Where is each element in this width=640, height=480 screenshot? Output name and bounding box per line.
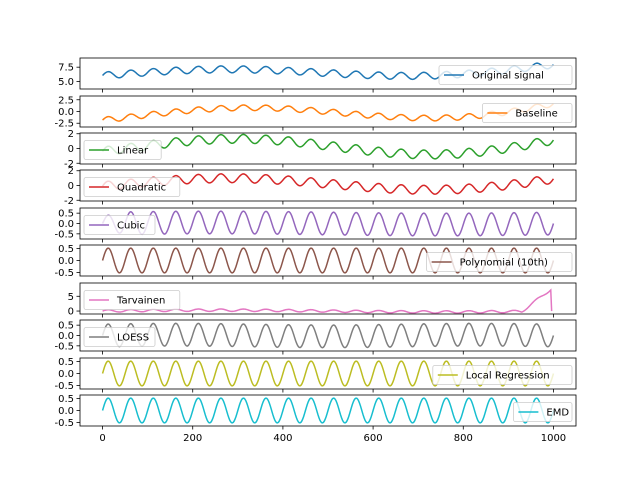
series-line-3 (101, 133, 555, 160)
legend-label-4: Quadratic (117, 183, 166, 194)
legend-label-7: Tarvainen (116, 296, 165, 307)
y-tick-label: -0.5 (54, 341, 74, 352)
y-tick-label: 0.5 (58, 209, 74, 220)
y-tick-label: -0.5 (54, 418, 74, 429)
subplot-9: -0.50.00.5 Local Regression (54, 357, 577, 393)
subplot-6: -0.50.00.5 Polynomial (10th) (54, 244, 577, 280)
subplot-1: 5.0 7.5 Original signal (58, 57, 577, 93)
y-tick-label: -2 (64, 196, 74, 207)
subplot-4: -2 0 2 Quadratic (64, 166, 577, 207)
y-tick-label: -2.5 (54, 119, 74, 130)
series-line-10 (101, 397, 555, 424)
y-tick-label: 0 (68, 181, 74, 192)
x-tick-label: 400 (273, 433, 292, 444)
y-tick-label: 0.0 (58, 369, 74, 380)
series-line-4 (101, 173, 555, 195)
legend-label-9: Local Regression (466, 371, 550, 382)
y-tick-label: 7.5 (58, 63, 74, 74)
legend-label-10: EMD (546, 408, 569, 419)
series-line-5 (101, 210, 555, 237)
series-line-8 (101, 322, 555, 349)
y-tick-label: 2 (68, 129, 74, 140)
x-tick-label: 1000 (541, 433, 566, 444)
y-tick-label: 0.0 (58, 406, 74, 417)
legend-box-7 (83, 290, 181, 310)
y-tick-label: -0.5 (54, 381, 74, 392)
y-tick-label: 0 (68, 307, 74, 318)
y-tick-label: 2.5 (58, 95, 74, 106)
legend-box-4 (83, 177, 181, 197)
x-tick-label: 800 (454, 433, 473, 444)
legend-label-2: Baseline (515, 109, 557, 120)
axes-frame-7 (79, 282, 577, 315)
y-tick-label: 0.0 (58, 107, 74, 118)
legend-label-3: Linear (117, 146, 149, 157)
y-tick-label: 2 (68, 166, 74, 177)
y-tick-label: -2 (64, 159, 74, 170)
legend-box-3 (83, 140, 162, 160)
y-tick-label: 0 (68, 144, 74, 155)
subplot-2: -2.50.02.5 Baseline (54, 95, 577, 131)
y-tick-label: -0.5 (54, 268, 74, 279)
legend-label-8: LOESS (117, 333, 149, 344)
x-tick-label: 200 (183, 433, 202, 444)
axes-frame-1 (79, 57, 577, 90)
y-tick-label: 0.5 (58, 321, 74, 332)
subplot-7: 0 5 Tarvainen (68, 282, 577, 318)
legend-box-1 (438, 65, 573, 85)
y-tick-label: -0.5 (54, 229, 74, 240)
legend-box-9 (432, 365, 573, 385)
y-tick-label: 0.0 (58, 219, 74, 230)
y-tick-label: 0.5 (58, 244, 74, 255)
legend-label-1: Original signal (472, 71, 544, 82)
legend-box-10 (513, 402, 573, 422)
series-line-2 (102, 103, 554, 122)
legend-label-6: Polynomial (10th) (460, 258, 548, 269)
y-tick-label: 0.5 (58, 357, 74, 368)
subplot-8: -0.50.00.5 LOESS (54, 319, 577, 355)
x-tick-label: 0 (99, 433, 105, 444)
y-tick-label: 5 (68, 292, 74, 303)
subplot-10: -0.50.00.5 EMD (54, 394, 577, 430)
legend-box-8 (83, 327, 156, 347)
y-tick-label: 0.0 (58, 256, 74, 267)
subplot-3: -2 0 2 Linear (64, 129, 577, 170)
x-tick-label: 600 (364, 433, 383, 444)
y-tick-label: 0.0 (58, 331, 74, 342)
subplot-5: -0.50.00.5 Cubic (54, 207, 577, 243)
legend-box-2 (481, 103, 573, 123)
y-tick-label: 0.5 (58, 394, 74, 405)
legend-box-6 (426, 252, 573, 272)
legend-box-5 (83, 215, 156, 235)
legend-label-5: Cubic (117, 221, 145, 232)
y-tick-label: 5.0 (58, 77, 74, 88)
